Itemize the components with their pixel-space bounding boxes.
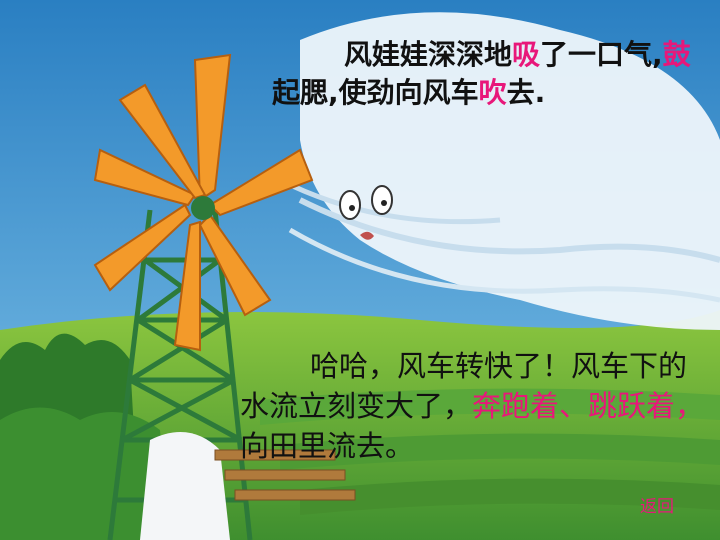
- p1-text-2: 了一口气,: [540, 38, 663, 71]
- mouth: [360, 231, 374, 240]
- p1-highlight-chui: 吹: [478, 76, 507, 109]
- p1-text-3: 起腮,使劲向风车: [272, 76, 479, 109]
- wind-swirl-3: [278, 177, 501, 225]
- p2-text-2: 向田里流去。: [240, 429, 415, 463]
- paragraph-wind-blows: 风娃娃深深地吸了一口气,鼓起腮,使劲向风车吹去.: [272, 36, 712, 112]
- paragraph-windmill-faster: 哈哈，风车转快了！风车下的水流立刻变大了，奔跑着、跳跃着， 向田里流去。: [240, 346, 710, 466]
- terrace-1: [260, 388, 720, 425]
- eye-right: [371, 185, 393, 215]
- p1-highlight-gu: 鼓: [662, 38, 691, 71]
- p2-text-1: 哈哈，风车转快了！风车下的水流立刻变大了，: [240, 349, 688, 423]
- fence: [214, 449, 356, 501]
- water-stream: [140, 432, 230, 540]
- windmill-hub: [191, 196, 215, 220]
- wind-swirl-2: [288, 227, 720, 303]
- terrace-2: [280, 433, 720, 470]
- wind-swirl-1: [298, 197, 720, 263]
- back-button[interactable]: 返回: [640, 497, 674, 517]
- p1-highlight-xi: 吸: [512, 38, 541, 71]
- wind-cloud: [300, 12, 720, 330]
- p2-highlight: 奔跑着、跳跃着，: [472, 389, 705, 423]
- terrace-3: [300, 478, 720, 515]
- p1-text-4: 去.: [506, 76, 546, 109]
- p1-text-1: 风娃娃深深地: [344, 38, 513, 71]
- windmill-blades: [93, 53, 314, 352]
- eye-left: [339, 190, 361, 220]
